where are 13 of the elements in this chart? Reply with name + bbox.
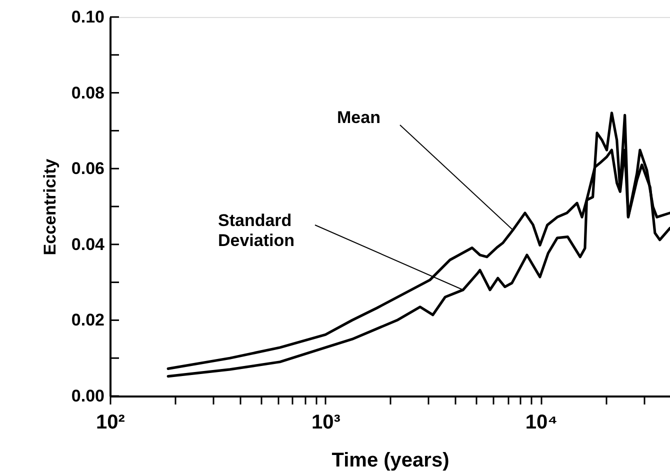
y-tick-label: 0.06: [71, 159, 104, 178]
x-tick-label: 10⁴: [525, 412, 558, 434]
y-tick-label: 0.04: [71, 234, 106, 254]
y-tick-label: 0.02: [71, 310, 104, 330]
x-axis-title: Time (years): [332, 450, 450, 472]
annotation: Standard Deviation: [218, 211, 295, 250]
y-axis-title: Eccentricity: [40, 158, 60, 256]
y-tick-label: 0.08: [71, 83, 104, 102]
x-tick-label: 10²: [96, 412, 126, 434]
y-tick-label: 0.10: [71, 8, 104, 26]
x-tick-label: 10³: [312, 412, 341, 434]
y-tick-label: 0.00: [71, 386, 104, 406]
annotation: Mean: [337, 108, 380, 127]
